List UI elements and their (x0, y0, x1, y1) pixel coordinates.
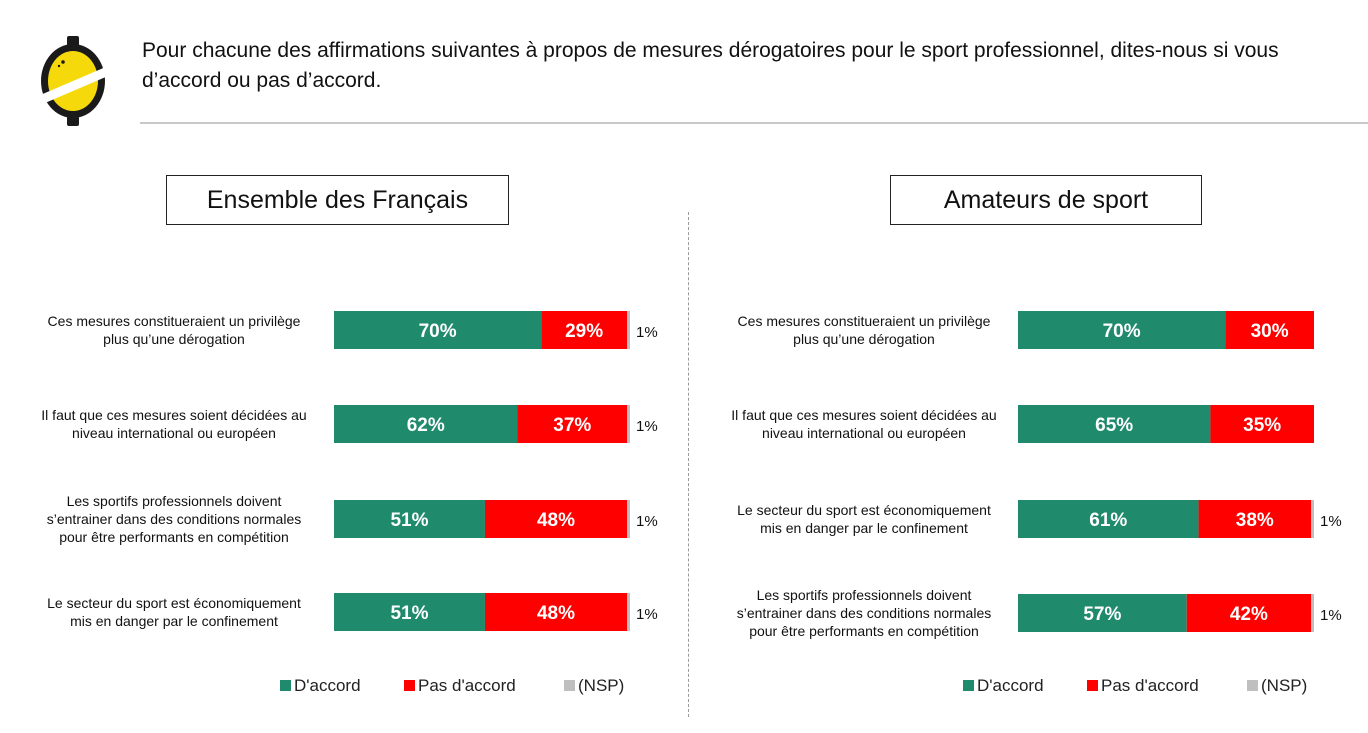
nsp-label-0-1: 1% (636, 418, 658, 435)
bar-1-0-1 (1225, 311, 1314, 349)
brand-logo (38, 36, 108, 126)
bar-1-2-1 (1198, 500, 1312, 538)
legend-label-0-1: Pas d'accord (418, 676, 516, 695)
row-label-1-0-0: Ces mesures constitueraient un privilège (738, 313, 991, 329)
bar-1-3-2 (1311, 594, 1314, 632)
row-label-1-1-0: Il faut que ces mesures soient décidées … (731, 407, 996, 423)
bar-1-0-0 (1018, 311, 1226, 349)
bar-0-3-0 (334, 593, 485, 631)
value-label-0-0-1: 29% (565, 321, 603, 342)
bar-0-0-0 (334, 311, 542, 349)
row-label-0-2-2: pour être performants en compétition (59, 529, 289, 545)
value-label-1-0-1: 30% (1251, 321, 1289, 342)
bar-1-2-0 (1018, 500, 1199, 538)
nsp-label-1-3: 1% (1320, 607, 1342, 624)
bar-1-1-1 (1210, 405, 1314, 443)
bar-0-2-0 (334, 500, 485, 538)
row-label-1-0-1: plus qu’une dérogation (793, 331, 935, 347)
row-label-0-1-1: niveau international ou européen (72, 425, 276, 441)
bar-0-0-2 (627, 311, 630, 349)
bar-0-1-2 (627, 405, 630, 443)
legend-swatch-1-1 (1087, 680, 1098, 691)
value-label-1-3-1: 42% (1230, 604, 1268, 625)
value-label-0-1-0: 62% (407, 415, 445, 436)
bar-1-2-2 (1311, 500, 1314, 538)
legend-label-0-0: D'accord (294, 676, 361, 695)
chart-title-ensemble: Ensemble des Français (166, 175, 509, 225)
row-label-0-0-0: Ces mesures constitueraient un privilège (48, 313, 301, 329)
bar-0-3-1 (484, 593, 628, 631)
bar-0-1-0 (334, 405, 518, 443)
legend-swatch-0-0 (280, 680, 291, 691)
value-label-1-2-0: 61% (1089, 510, 1127, 531)
panel-divider (688, 212, 689, 717)
value-label-1-3-0: 57% (1083, 604, 1121, 625)
row-label-1-3-2: pour être performants en compétition (749, 623, 979, 639)
header-divider (140, 122, 1368, 124)
row-label-0-2-1: s’entrainer dans des conditions normales (47, 511, 301, 527)
row-label-1-1-1: niveau international ou européen (762, 425, 966, 441)
row-label-1-2-1: mis en danger par le confinement (760, 520, 968, 536)
legend-label-1-1: Pas d'accord (1101, 676, 1199, 695)
bar-1-1-0 (1018, 405, 1211, 443)
legend-swatch-0-1 (404, 680, 415, 691)
value-label-0-3-1: 48% (537, 603, 575, 624)
bar-0-0-1 (541, 311, 628, 349)
legend-swatch-0-2 (564, 680, 575, 691)
legend-label-1-0: D'accord (977, 676, 1044, 695)
page-title: Pour chacune des affirmations suivantes … (142, 39, 1279, 92)
value-label-0-2-1: 48% (537, 510, 575, 531)
nsp-label-0-0: 1% (636, 324, 658, 341)
value-label-0-3-0: 51% (390, 603, 428, 624)
row-label-0-3-0: Le secteur du sport est économiquement (47, 595, 301, 611)
nsp-label-0-3: 1% (636, 606, 658, 623)
bar-1-3-1 (1186, 594, 1312, 632)
value-label-1-0-0: 70% (1103, 321, 1141, 342)
nsp-label-0-2: 1% (636, 513, 658, 530)
row-label-1-3-1: s’entrainer dans des conditions normales (737, 605, 991, 621)
value-label-0-1-1: 37% (553, 415, 591, 436)
legend-swatch-1-0 (963, 680, 974, 691)
bar-0-2-1 (484, 500, 628, 538)
row-label-0-3-1: mis en danger par le confinement (70, 613, 278, 629)
row-label-1-3-0: Les sportifs professionnels doivent (757, 587, 972, 603)
bar-0-2-2 (627, 500, 630, 538)
row-label-0-2-0: Les sportifs professionnels doivent (67, 493, 282, 509)
value-label-1-1-1: 35% (1243, 415, 1281, 436)
row-label-0-0-1: plus qu’une dérogation (103, 331, 245, 347)
row-label-0-1-0: Il faut que ces mesures soient décidées … (41, 407, 306, 423)
value-label-0-0-0: 70% (419, 321, 457, 342)
value-label-0-2-0: 51% (390, 510, 428, 531)
bar-0-1-1 (517, 405, 628, 443)
value-label-1-2-1: 38% (1236, 510, 1274, 531)
nsp-label-1-2: 1% (1320, 513, 1342, 530)
bar-0-3-2 (627, 593, 630, 631)
value-label-1-1-0: 65% (1095, 415, 1133, 436)
bar-1-3-0 (1018, 594, 1187, 632)
chart-title-amateurs: Amateurs de sport (890, 175, 1202, 225)
row-label-1-2-0: Le secteur du sport est économiquement (737, 502, 991, 518)
legend-label-0-2: (NSP) (578, 676, 624, 695)
legend-swatch-1-2 (1247, 680, 1258, 691)
legend-label-1-2: (NSP) (1261, 676, 1307, 695)
